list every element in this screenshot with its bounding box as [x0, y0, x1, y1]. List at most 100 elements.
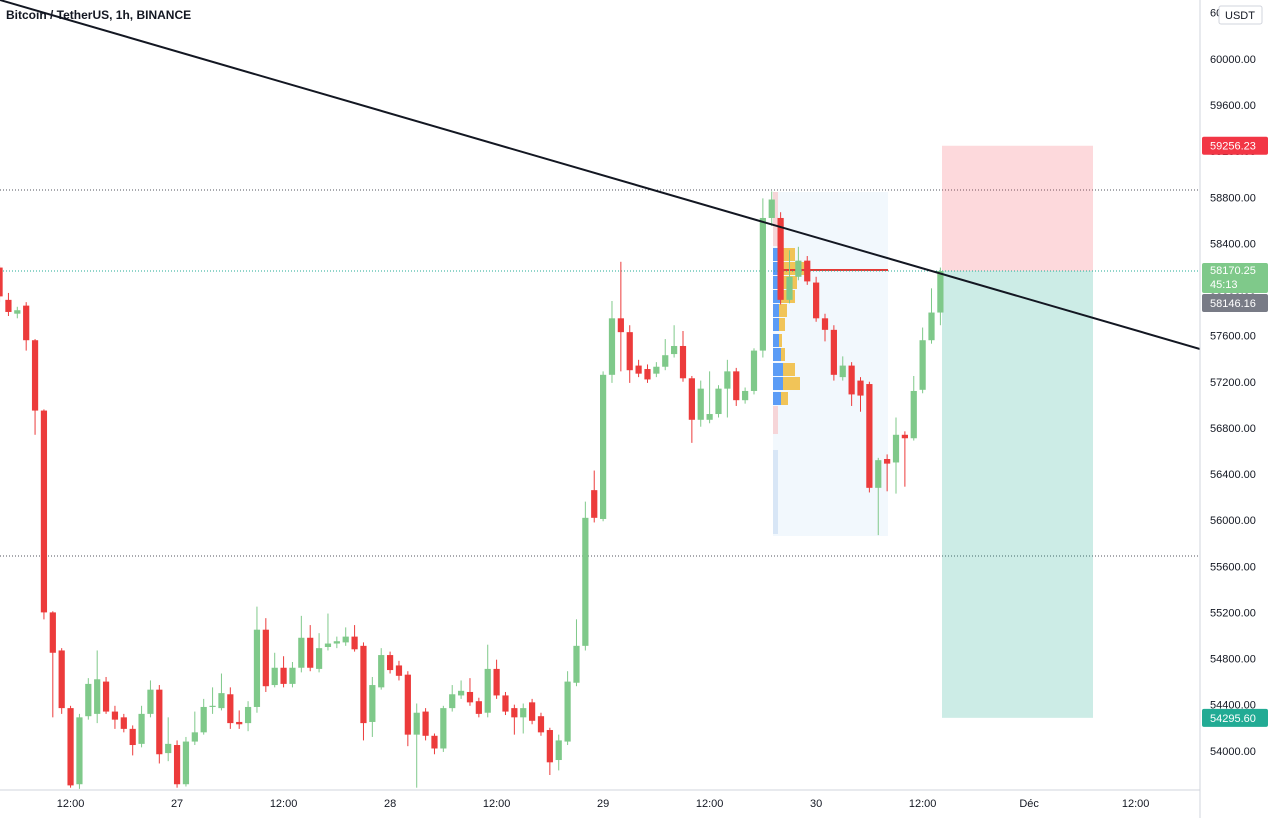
candle-body: [315, 648, 323, 669]
x-tick-label: 12:00: [1122, 798, 1150, 810]
candle-body: [0, 267, 3, 297]
candle-body: [777, 217, 784, 300]
candle-body: [928, 312, 935, 341]
candle-body: [564, 681, 571, 742]
candle-body: [715, 388, 722, 415]
candle-body: [671, 345, 678, 355]
y-tick-label: 54400.00: [1210, 700, 1256, 712]
candle-body: [901, 434, 908, 439]
candle-body: [440, 708, 447, 749]
profile-bar: [773, 334, 779, 347]
candle-body: [191, 732, 198, 742]
profile-bar: [773, 450, 778, 534]
candle-body: [413, 712, 420, 735]
x-tick-label: 12:00: [696, 798, 724, 810]
candle-body: [937, 271, 944, 313]
candle-body: [298, 637, 305, 668]
candle-body: [759, 217, 766, 351]
candle-body: [919, 340, 926, 390]
x-tick-label: 12:00: [483, 798, 511, 810]
candle-body: [58, 650, 65, 709]
y-tick-label: 56000.00: [1210, 515, 1256, 527]
last-price-box: [1202, 262, 1268, 293]
candle-body: [395, 665, 403, 676]
candle-body: [857, 380, 864, 396]
x-tick-label: 30: [810, 798, 822, 810]
x-tick-label: 12:00: [909, 798, 937, 810]
y-tick-label: 55200.00: [1210, 607, 1256, 619]
candle-body: [236, 721, 243, 725]
stop-price-label-box: [1202, 136, 1268, 155]
x-tick-label: 28: [384, 798, 396, 810]
target-price-label: 54295.60: [1210, 713, 1256, 725]
candle-body: [378, 655, 385, 688]
candle-body: [94, 679, 101, 714]
candle-body: [280, 667, 287, 684]
candle-body: [227, 694, 234, 724]
profile-bar: [773, 377, 783, 390]
candle-body: [786, 276, 793, 300]
candle-body: [76, 717, 83, 785]
y-tick-label: 55600.00: [1210, 561, 1256, 573]
profile-bar: [773, 392, 781, 405]
profile-bar: [773, 406, 778, 434]
candle-body: [289, 667, 296, 684]
x-tick-label: 29: [597, 798, 609, 810]
candle-body: [475, 701, 482, 714]
chart-title: Bitcoin / TetherUS, 1h, BINANCE: [6, 8, 191, 22]
candle-body: [466, 691, 474, 703]
profile-bar: [773, 304, 779, 317]
profile-bar: [779, 334, 782, 347]
candle-body: [768, 199, 775, 218]
candle-body: [733, 371, 740, 401]
candle-body: [342, 636, 349, 643]
plot-underlay: [0, 145, 1200, 718]
candle-body: [165, 743, 172, 754]
candle-body: [129, 728, 136, 746]
candle-body: [520, 708, 527, 718]
candle-body: [49, 612, 56, 653]
currency-box: [1218, 5, 1263, 25]
candle-body: [537, 716, 545, 733]
candle-body: [635, 365, 642, 374]
candle-body: [147, 689, 154, 714]
last-price-label: 58170.25: [1210, 265, 1256, 277]
candle-body: [688, 378, 695, 420]
candle-body: [804, 260, 811, 282]
y-tick-label: 59600.00: [1210, 100, 1256, 112]
countdown-label: 45:13: [1210, 279, 1238, 291]
candle-body: [573, 645, 580, 683]
profile-bar: [773, 192, 778, 246]
candle-body: [742, 390, 749, 401]
candle-body: [591, 490, 598, 518]
candle-body: [200, 706, 207, 733]
profile-bar: [773, 363, 783, 376]
candle-body: [404, 674, 411, 735]
candle-body: [333, 641, 340, 644]
candle-body: [422, 711, 429, 736]
candle-body: [351, 636, 358, 650]
candle-body: [386, 655, 394, 671]
candle-body: [892, 434, 900, 463]
candle-body: [218, 693, 225, 709]
candles: [0, 191, 944, 789]
candle-body: [662, 355, 669, 367]
candle-body: [617, 318, 624, 333]
candle-body: [120, 717, 127, 729]
candle-body: [449, 694, 456, 709]
candle-body: [14, 310, 21, 314]
candle-body: [40, 410, 48, 613]
candle-body: [546, 730, 553, 763]
candle-body: [156, 689, 163, 755]
candle-body: [644, 369, 651, 380]
candle-body: [821, 318, 829, 330]
profile-bar: [783, 262, 805, 275]
stop-zone: [942, 145, 1093, 271]
candle-body: [848, 365, 855, 395]
x-tick-label: Déc: [1019, 798, 1039, 810]
candle-body: [431, 735, 438, 749]
candle-body: [679, 345, 687, 379]
candle-body: [67, 708, 74, 786]
